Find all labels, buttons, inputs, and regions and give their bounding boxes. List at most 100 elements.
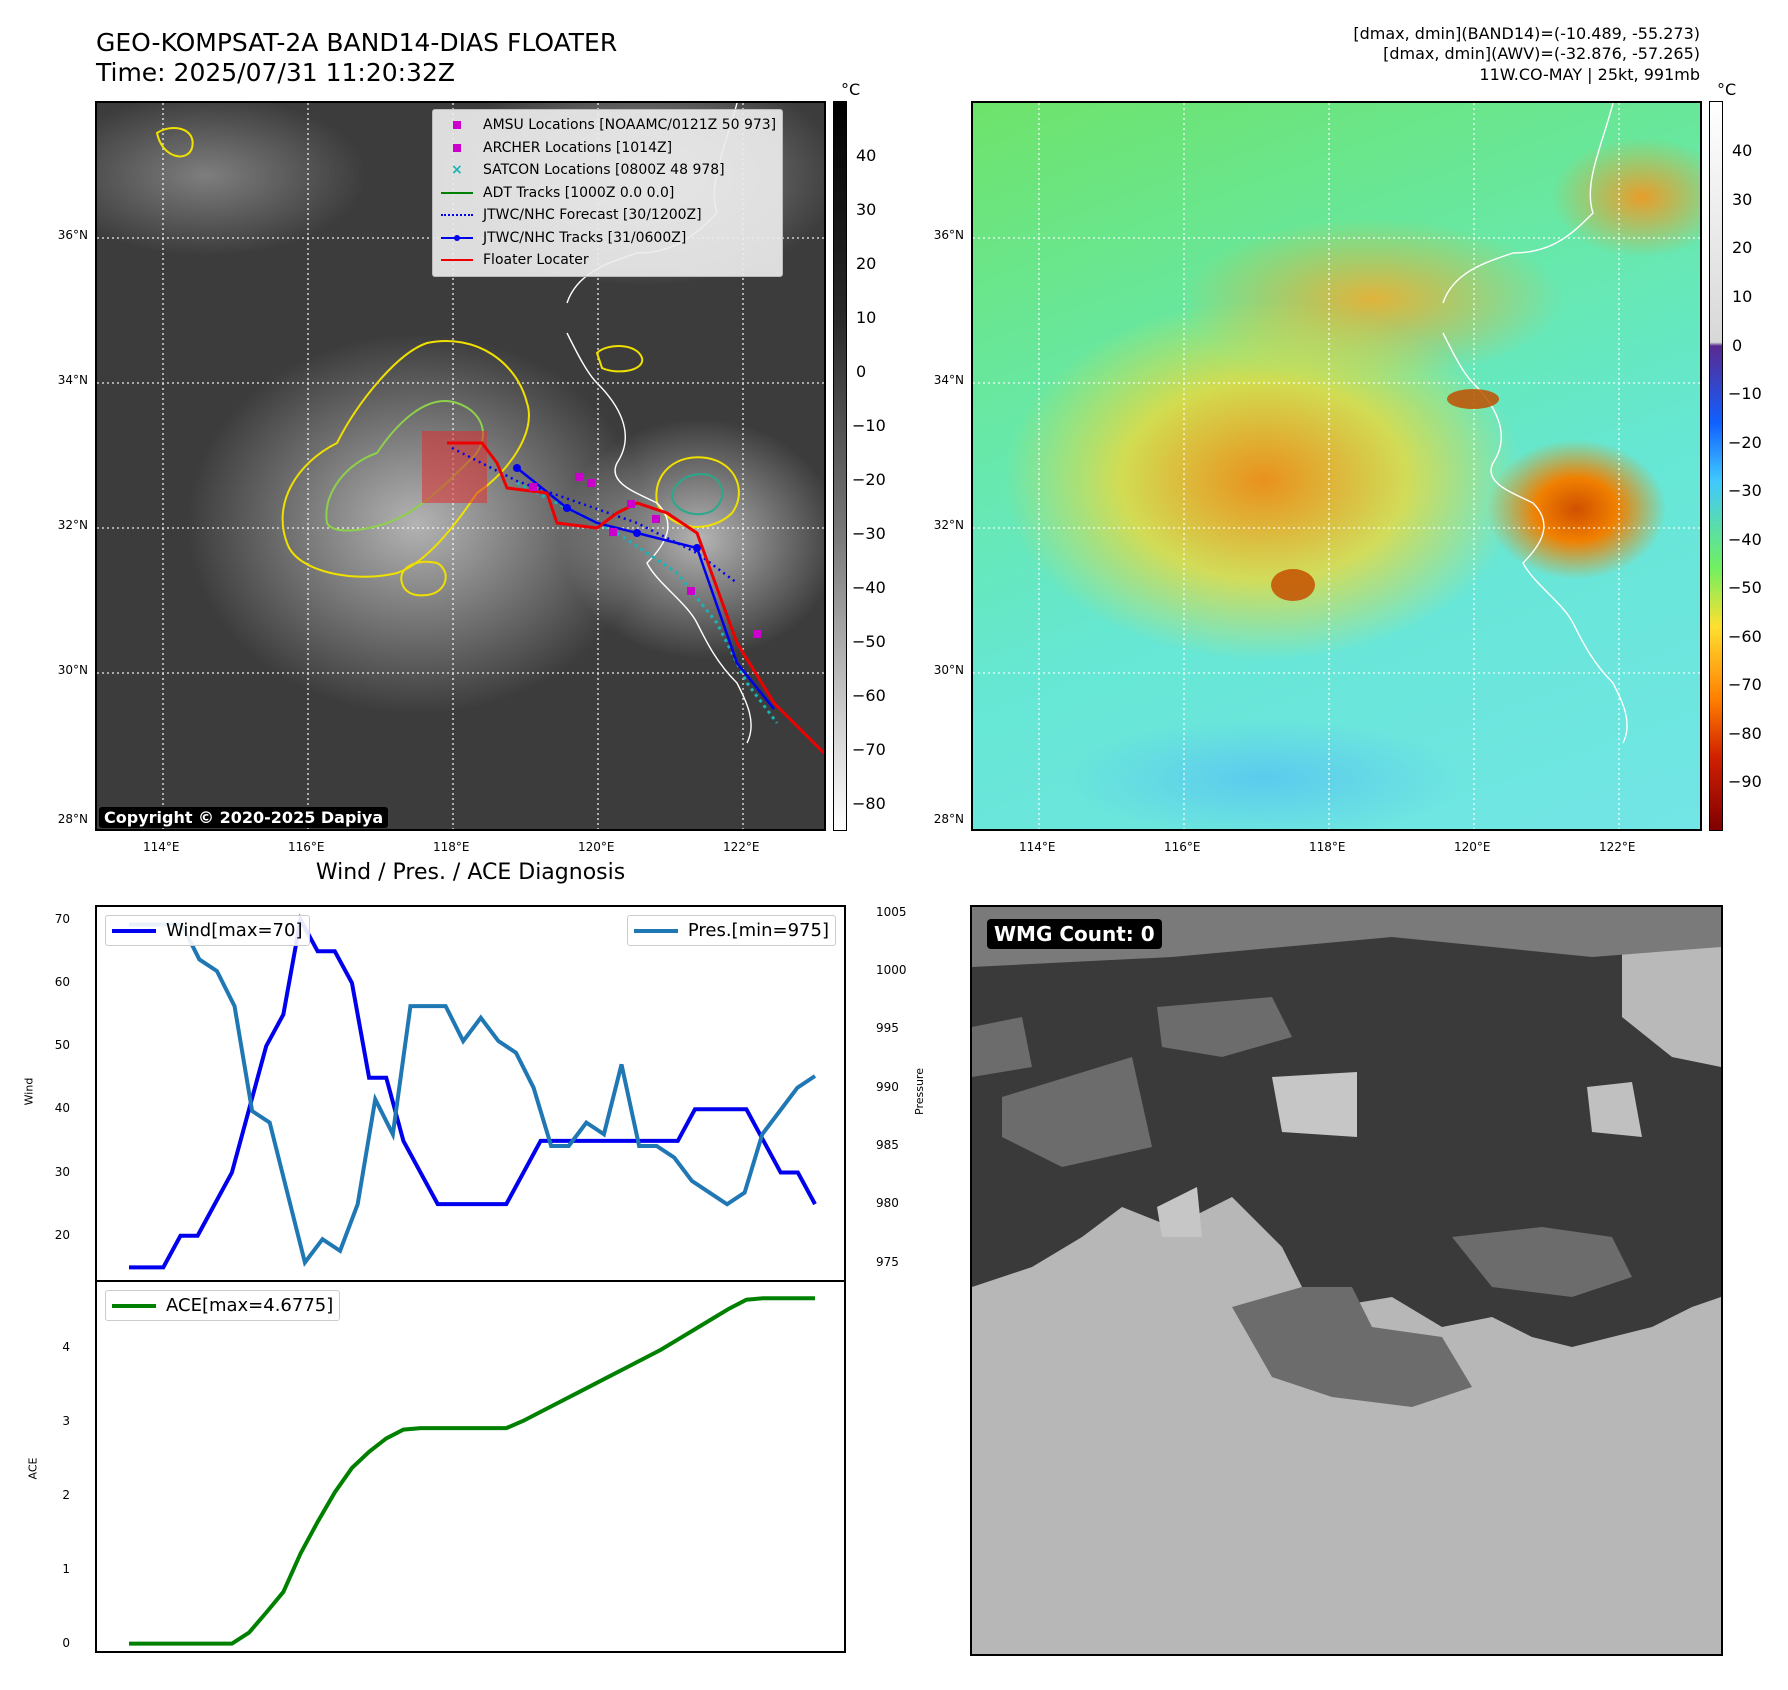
pressure-ytick: 995 [876, 1021, 899, 1036]
wv-gridlines [973, 103, 1700, 829]
ace-ytick: 0 [62, 1635, 70, 1650]
ir-cb-tick: 40 [856, 146, 877, 165]
wv-colorbar-unit: °C [1717, 80, 1737, 99]
lat-label: 28°N [57, 812, 88, 826]
ir-coastline [566, 332, 752, 744]
wv-cb-tick: −70 [1728, 675, 1762, 694]
lat-label: 28°N [933, 812, 964, 826]
lat-label: 34°N [933, 373, 964, 387]
wmg-panel: WMG Count: 0 [970, 905, 1723, 1656]
legend-amsu-label: AMSU Locations [NOAAMC/0121Z 50 973] [483, 117, 777, 133]
lon-label: 116°E [288, 840, 325, 854]
legend-adt: ADT Tracks [1000Z 0.0 0.0] [439, 182, 776, 205]
pressure-ytick: 1005 [876, 904, 907, 919]
wv-cb-tick: −60 [1728, 627, 1762, 646]
legend-tracks-label: JTWC/NHC Tracks [31/0600Z] [483, 229, 687, 246]
wv-cb-tick: −10 [1728, 384, 1762, 403]
lon-label: 118°E [1309, 840, 1346, 854]
wv-cb-tick: −40 [1728, 530, 1762, 549]
lat-label: 32°N [933, 518, 964, 532]
wind-ytick: 40 [54, 1101, 70, 1116]
wind-ytick: 20 [54, 1227, 70, 1242]
wind-legend-line [112, 928, 156, 933]
pressure-legend-line [633, 928, 678, 933]
ir-cb-tick: −70 [852, 740, 886, 759]
copyright-badge: Copyright © 2020-2025 Dapiya [99, 807, 389, 828]
ace-ytick: 4 [62, 1340, 70, 1355]
wv-cb-tick: −30 [1728, 481, 1762, 500]
wv-cb-tick: 10 [1732, 287, 1753, 306]
lon-label: 114°E [143, 840, 180, 854]
ace-svg [129, 1296, 815, 1646]
wv-cb-tick: −80 [1728, 724, 1762, 743]
legend-amsu: AMSU Locations [NOAAMC/0121Z 50 973] [439, 114, 776, 137]
lat-label: 36°N [57, 228, 88, 242]
wind-pressure-plot: Wind[max=70] Pres.[min=975] [95, 905, 846, 1282]
wv-cb-tick: −90 [1728, 772, 1762, 791]
pressure-legend-label: Pres.[min=975] [687, 920, 829, 941]
wv-map-panel [971, 101, 1702, 831]
wind-ytick: 50 [54, 1038, 70, 1053]
ir-cb-tick: −20 [852, 470, 886, 489]
amsu-markers [529, 473, 761, 638]
lon-label: 120°E [578, 840, 615, 854]
ace-legend-label: ACE[max=4.6775] [166, 1295, 334, 1316]
wind-ytick: 60 [54, 974, 70, 989]
ir-cb-tick: −50 [852, 632, 886, 651]
lat-label: 30°N [57, 663, 88, 677]
wv-cb-tick: 40 [1732, 141, 1753, 160]
pressure-axis-label: Pressure [912, 1068, 926, 1115]
ace-axis-label: ACE [26, 1457, 40, 1480]
chart-time: Time: 2025/07/31 11:20:32Z [96, 58, 455, 87]
jtwc-track [516, 467, 775, 710]
pressure-ytick: 975 [876, 1254, 899, 1269]
info-line-2: [dmax, dmin](AWV)=(-32.876, -57.265) [1383, 44, 1700, 63]
map-legend: AMSU Locations [NOAAMC/0121Z 50 973] ARC… [432, 109, 784, 277]
legend-archer: ARCHER Locations [1014Z] [439, 137, 776, 160]
ir-contours [155, 127, 740, 597]
legend-adt-label: ADT Tracks [1000Z 0.0 0.0] [483, 184, 675, 201]
wind-ytick: 70 [54, 911, 70, 926]
lat-label: 30°N [933, 663, 964, 677]
ace-legend: ACE[max=4.6775] [105, 1290, 341, 1321]
ir-cb-tick: 20 [856, 254, 877, 273]
ir-cb-tick: 10 [856, 308, 877, 327]
wind-ytick: 30 [54, 1164, 70, 1179]
legend-satcon-label: SATCON Locations [0800Z 48 978] [483, 162, 725, 178]
legend-floater: Floater Locater [439, 249, 776, 272]
ir-cb-tick: −10 [852, 416, 886, 435]
ir-cb-tick: −30 [852, 524, 886, 543]
lon-label: 116°E [1164, 840, 1201, 854]
wv-cb-tick: 20 [1732, 238, 1753, 257]
forecast-track [451, 446, 738, 584]
wv-colorbar [1709, 101, 1723, 831]
legend-tracks: JTWC/NHC Tracks [31/0600Z] [439, 227, 776, 250]
wind-line [129, 913, 817, 1270]
ir-map-svg [97, 103, 824, 829]
pressure-legend: Pres.[min=975] [626, 915, 836, 946]
pressure-ytick: 1000 [876, 963, 907, 978]
ir-map-panel: AMSU Locations [NOAAMC/0121Z 50 973] ARC… [95, 101, 826, 831]
legend-floater-label: Floater Locater [483, 252, 589, 268]
ace-line [129, 1296, 815, 1646]
diagnosis-title: Wind / Pres. / ACE Diagnosis [315, 860, 626, 885]
wmg-svg [972, 907, 1721, 1654]
lon-label: 118°E [433, 840, 470, 854]
pressure-ytick: 980 [876, 1196, 899, 1211]
lon-label: 120°E [1454, 840, 1491, 854]
wv-cb-tick: −50 [1728, 578, 1762, 597]
ace-ytick: 3 [62, 1414, 70, 1429]
ir-cb-tick: −60 [852, 686, 886, 705]
ir-cb-tick: 30 [856, 200, 877, 219]
legend-archer-label: ARCHER Locations [1014Z] [483, 139, 673, 156]
ace-legend-line [112, 1303, 156, 1308]
wv-cb-tick: 0 [1732, 336, 1743, 355]
ir-cb-tick: −80 [852, 794, 886, 813]
lat-label: 36°N [933, 228, 964, 242]
lon-label: 122°E [1599, 840, 1636, 854]
legend-forecast: JTWC/NHC Forecast [30/1200Z] [439, 204, 776, 227]
lon-label: 114°E [1019, 840, 1056, 854]
ir-cb-tick: −40 [852, 578, 886, 597]
ace-ytick: 1 [62, 1561, 70, 1576]
lat-label: 34°N [57, 373, 88, 387]
